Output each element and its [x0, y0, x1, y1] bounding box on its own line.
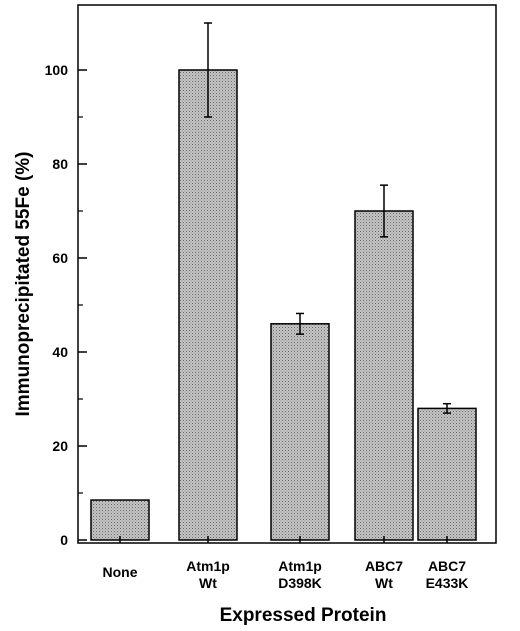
- category-label: E433K: [426, 575, 469, 591]
- y-axis-title: Immunoprecipitated 55Fe (%): [13, 152, 34, 417]
- category-label: Atm1p: [278, 558, 322, 574]
- y-tick-label: 80: [52, 156, 68, 172]
- y-axis-ticks: 0 20 40 60 80 100: [45, 62, 87, 548]
- y-tick-label: 60: [52, 250, 68, 266]
- y-tick-label: 20: [52, 438, 68, 454]
- error-bars: [204, 22, 451, 414]
- bar: [178, 69, 238, 541]
- category-label: Wt: [199, 575, 217, 591]
- bar: [354, 210, 414, 541]
- x-axis-title: Expressed Protein: [220, 605, 387, 626]
- y-tick-label: 40: [52, 344, 68, 360]
- category-label: ABC7: [365, 558, 403, 574]
- category-label: Wt: [375, 575, 393, 591]
- y-tick-label: 100: [45, 62, 69, 78]
- bar: [90, 499, 150, 541]
- y-tick-label: 0: [60, 532, 68, 548]
- bars: [90, 69, 477, 541]
- category-label: D398K: [278, 575, 322, 591]
- category-label: ABC7: [428, 558, 466, 574]
- bar: [270, 323, 330, 541]
- category-label: None: [103, 564, 138, 580]
- category-label: Atm1p: [186, 558, 230, 574]
- plot-frame: [77, 4, 497, 544]
- bar: [417, 407, 477, 541]
